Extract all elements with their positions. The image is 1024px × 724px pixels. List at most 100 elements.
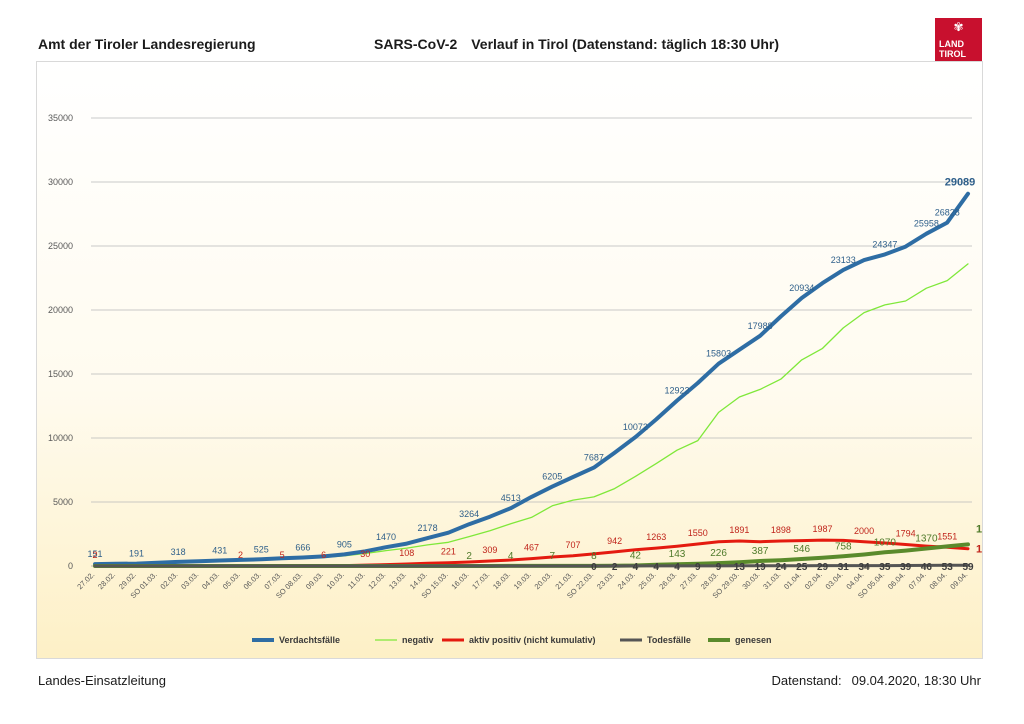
x-tick-label: 02.03. bbox=[158, 570, 179, 591]
line-chart: 0500010000150002000025000300003500027.02… bbox=[48, 113, 982, 645]
data-label: 4513 bbox=[501, 493, 521, 503]
data-label: 1070 bbox=[874, 537, 897, 548]
y-tick-label: 15000 bbox=[48, 369, 73, 379]
x-tick-label: 02.04. bbox=[803, 570, 824, 591]
data-label: 1687 bbox=[976, 523, 982, 535]
data-label: 1898 bbox=[771, 525, 791, 535]
data-label: 4 bbox=[653, 562, 659, 573]
chart-title-main: SARS-CoV-2 bbox=[374, 36, 458, 52]
data-label: 2 bbox=[238, 550, 243, 560]
y-tick-label: 0 bbox=[68, 561, 73, 571]
data-label: 1550 bbox=[688, 528, 708, 538]
organization-title: Amt der Tiroler Landesregierung bbox=[38, 36, 256, 52]
legend-label: Verdachtsfälle bbox=[279, 635, 340, 645]
y-tick-label: 25000 bbox=[48, 241, 73, 251]
x-tick-label: 25.03. bbox=[637, 570, 658, 591]
data-label: 24347 bbox=[872, 239, 897, 249]
legend-label: aktiv positiv (nicht kumulativ) bbox=[469, 635, 596, 645]
data-label: 53 bbox=[942, 562, 954, 573]
data-label: 221 bbox=[441, 547, 456, 557]
chart-header: SARS-CoV-2 Verlauf in Tirol (Datenstand: … bbox=[374, 36, 779, 52]
x-tick-label: 01.04. bbox=[782, 570, 803, 591]
y-tick-label: 10000 bbox=[48, 433, 73, 443]
data-label: 1470 bbox=[376, 532, 396, 542]
data-label: 8 bbox=[591, 551, 597, 562]
footer-status-value: 09.04.2020, 18:30 Uhr bbox=[851, 673, 981, 688]
x-tick-label: 10.03. bbox=[325, 570, 346, 591]
data-label: 15803 bbox=[706, 349, 731, 359]
x-tick-label: 24.03. bbox=[616, 570, 637, 591]
data-label: 309 bbox=[482, 545, 497, 555]
data-label: 1551 bbox=[937, 531, 957, 541]
data-label: 1263 bbox=[646, 532, 666, 542]
x-tick-label: 08.04. bbox=[928, 570, 949, 591]
footer-data-status: Datenstand: 09.04.2020, 18:30 Uhr bbox=[772, 673, 982, 688]
data-label: 942 bbox=[607, 536, 622, 546]
data-label: 35 bbox=[879, 562, 891, 573]
footer-organization: Landes-Einsatzleitung bbox=[38, 673, 166, 688]
legend-label: genesen bbox=[735, 635, 772, 645]
x-tick-label: 04.03. bbox=[200, 570, 221, 591]
data-label: 431 bbox=[212, 545, 227, 555]
data-label: 2 bbox=[466, 551, 472, 562]
chart-title-sub: Verlauf in Tirol (Datenstand: täglich 18… bbox=[471, 36, 780, 52]
eagle-icon: ✾ bbox=[953, 20, 964, 34]
data-label: 46 bbox=[921, 562, 933, 573]
data-label: 20934 bbox=[789, 283, 814, 293]
logo-line-1: LAND bbox=[939, 39, 964, 49]
x-tick-label: 20.03. bbox=[533, 570, 554, 591]
data-label: 23133 bbox=[831, 255, 856, 265]
x-tick-label: 12.03. bbox=[366, 570, 387, 591]
data-label: 4 bbox=[674, 562, 680, 573]
logo-line-2: TIROL bbox=[939, 49, 966, 59]
data-label: 2 bbox=[612, 562, 618, 573]
data-label: 19 bbox=[755, 562, 767, 573]
y-tick-label: 30000 bbox=[48, 177, 73, 187]
data-label: 525 bbox=[254, 544, 269, 554]
data-label: 42 bbox=[630, 550, 642, 561]
x-tick-label: 03.03. bbox=[179, 570, 200, 591]
data-label: 6 bbox=[321, 550, 326, 560]
data-label: 2178 bbox=[418, 523, 438, 533]
data-label: 143 bbox=[669, 549, 686, 560]
x-tick-label: 27.02. bbox=[75, 570, 96, 591]
series-line bbox=[93, 191, 970, 567]
legend-label: negativ bbox=[402, 635, 434, 645]
data-label: 191 bbox=[129, 549, 144, 559]
data-label: 24 bbox=[775, 562, 787, 573]
data-label: 905 bbox=[337, 539, 352, 549]
x-tick-label: 30.03. bbox=[740, 570, 761, 591]
data-label: 17988 bbox=[748, 321, 773, 331]
data-label: 39 bbox=[900, 562, 912, 573]
data-label: 12922 bbox=[664, 386, 689, 396]
x-tick-label: 26.03. bbox=[657, 570, 678, 591]
x-tick-label: 31.03. bbox=[761, 570, 782, 591]
data-label: 707 bbox=[566, 540, 581, 550]
chart-panel: 0 5000 10000 15000 20000 25000 30000 35000 27.02… bbox=[36, 61, 983, 659]
data-label: 9 bbox=[716, 562, 722, 573]
data-label: 108 bbox=[399, 548, 414, 558]
data-label: 318 bbox=[171, 547, 186, 557]
x-tick-label: 09.04. bbox=[948, 570, 969, 591]
x-tick-label: 03.04. bbox=[824, 570, 845, 591]
x-tick-label: 17.03. bbox=[470, 570, 491, 591]
data-label: 0 bbox=[591, 562, 597, 573]
data-label: 25 bbox=[796, 562, 808, 573]
x-tick-label: 06.04. bbox=[886, 570, 907, 591]
data-label: 4 bbox=[508, 551, 514, 562]
data-label: 1891 bbox=[729, 525, 749, 535]
data-label: 226 bbox=[710, 548, 727, 559]
data-label: 25958 bbox=[914, 219, 939, 229]
x-tick-label: 11.03. bbox=[346, 570, 367, 591]
data-label: 59 bbox=[962, 562, 974, 573]
x-tick-label: 13.03. bbox=[387, 570, 408, 591]
data-label: 6205 bbox=[542, 472, 562, 482]
data-label: 30 bbox=[360, 549, 370, 559]
x-tick-label: 05.03. bbox=[221, 570, 242, 591]
data-label: 387 bbox=[752, 546, 769, 557]
data-label: 1987 bbox=[812, 524, 832, 534]
data-label: 7687 bbox=[584, 453, 604, 463]
series-line bbox=[93, 563, 970, 568]
data-label: 758 bbox=[835, 541, 852, 552]
data-label: 2 bbox=[92, 550, 97, 560]
